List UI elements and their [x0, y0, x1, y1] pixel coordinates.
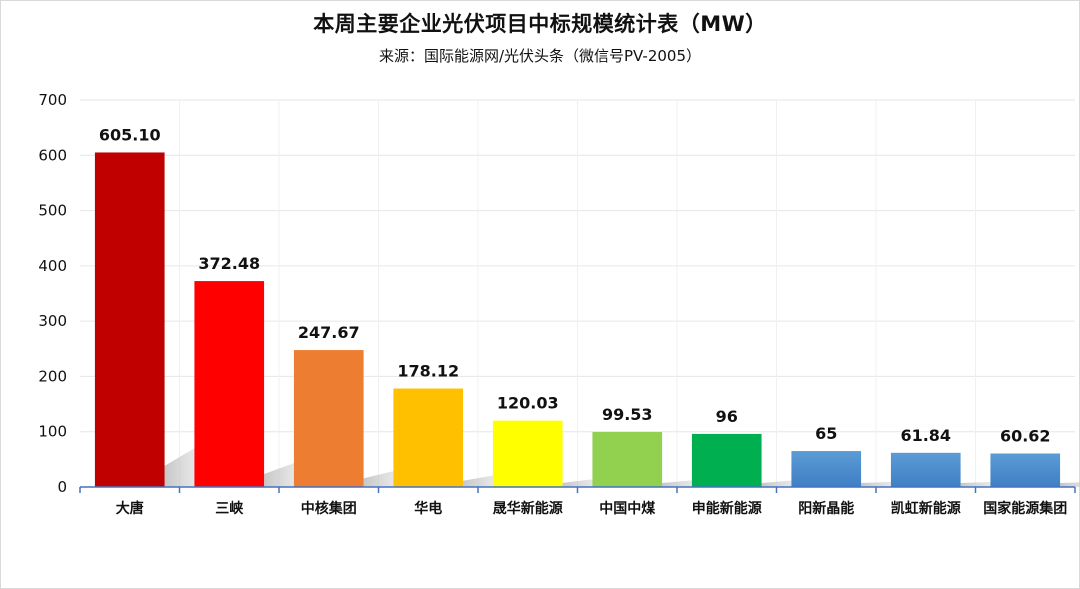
category-label-7: 申能新能源 [692, 500, 762, 517]
category-label-4: 华电 [414, 500, 442, 517]
data-label-6: 99.53 [602, 405, 653, 424]
data-label-4: 178.12 [397, 362, 459, 381]
data-label-1: 605.10 [99, 125, 161, 144]
bar-9 [890, 452, 961, 487]
y-tick-label-700: 700 [38, 91, 67, 109]
category-label-2: 三峡 [215, 500, 244, 517]
data-label-8: 65 [815, 424, 837, 443]
data-label-9: 61.84 [900, 426, 951, 445]
data-label-2: 372.48 [198, 254, 260, 273]
bar-1 [94, 152, 165, 488]
category-label-6: 中国中煤 [599, 500, 656, 517]
category-label-5: 晟华新能源 [493, 500, 563, 517]
bar-8 [791, 451, 862, 487]
y-tick-label-100: 100 [38, 423, 67, 441]
bar-shadow [1060, 482, 1080, 487]
bar-layer [94, 152, 1061, 488]
category-label-1: 大唐 [116, 500, 144, 517]
category-label-9: 凯虹新能源 [891, 500, 961, 517]
bar-10 [990, 453, 1061, 487]
chart-title: 本周主要企业光伏项目中标规模统计表（MW） [313, 12, 767, 36]
category-label-10: 国家能源集团 [983, 500, 1067, 517]
y-tick-label-200: 200 [38, 367, 67, 385]
label-layer: 605.10 372.48 247.67 178.12 120.03 99.53 96 65 6… [99, 125, 1051, 445]
chart-subtitle: 来源：国际能源网/光伏头条（微信号PV-2005） [378, 47, 702, 65]
data-label-5: 120.03 [497, 394, 559, 413]
y-tick-label-500: 500 [38, 202, 67, 220]
y-tick-label-600: 600 [38, 146, 67, 164]
bar-5 [492, 420, 563, 487]
bar-7 [691, 433, 762, 487]
data-label-3: 247.67 [298, 323, 360, 342]
y-tick-label-0: 0 [57, 478, 67, 496]
bar-2 [194, 281, 265, 487]
category-label-3: 中核集团 [301, 500, 357, 517]
category-label-8: 阳新晶能 [798, 500, 854, 517]
bar-4 [393, 388, 464, 487]
data-label-10: 60.62 [1000, 426, 1051, 445]
axis-layer: 0 100 200 300 400 500 600 700 大唐 三峡 中核集团 华电 晟华新能源 中国中… [38, 91, 1076, 517]
bar-6 [592, 431, 663, 487]
y-tick-label-300: 300 [38, 312, 67, 330]
bar-3 [293, 350, 364, 487]
y-tick-label-400: 400 [38, 257, 67, 275]
data-label-7: 96 [716, 407, 738, 426]
